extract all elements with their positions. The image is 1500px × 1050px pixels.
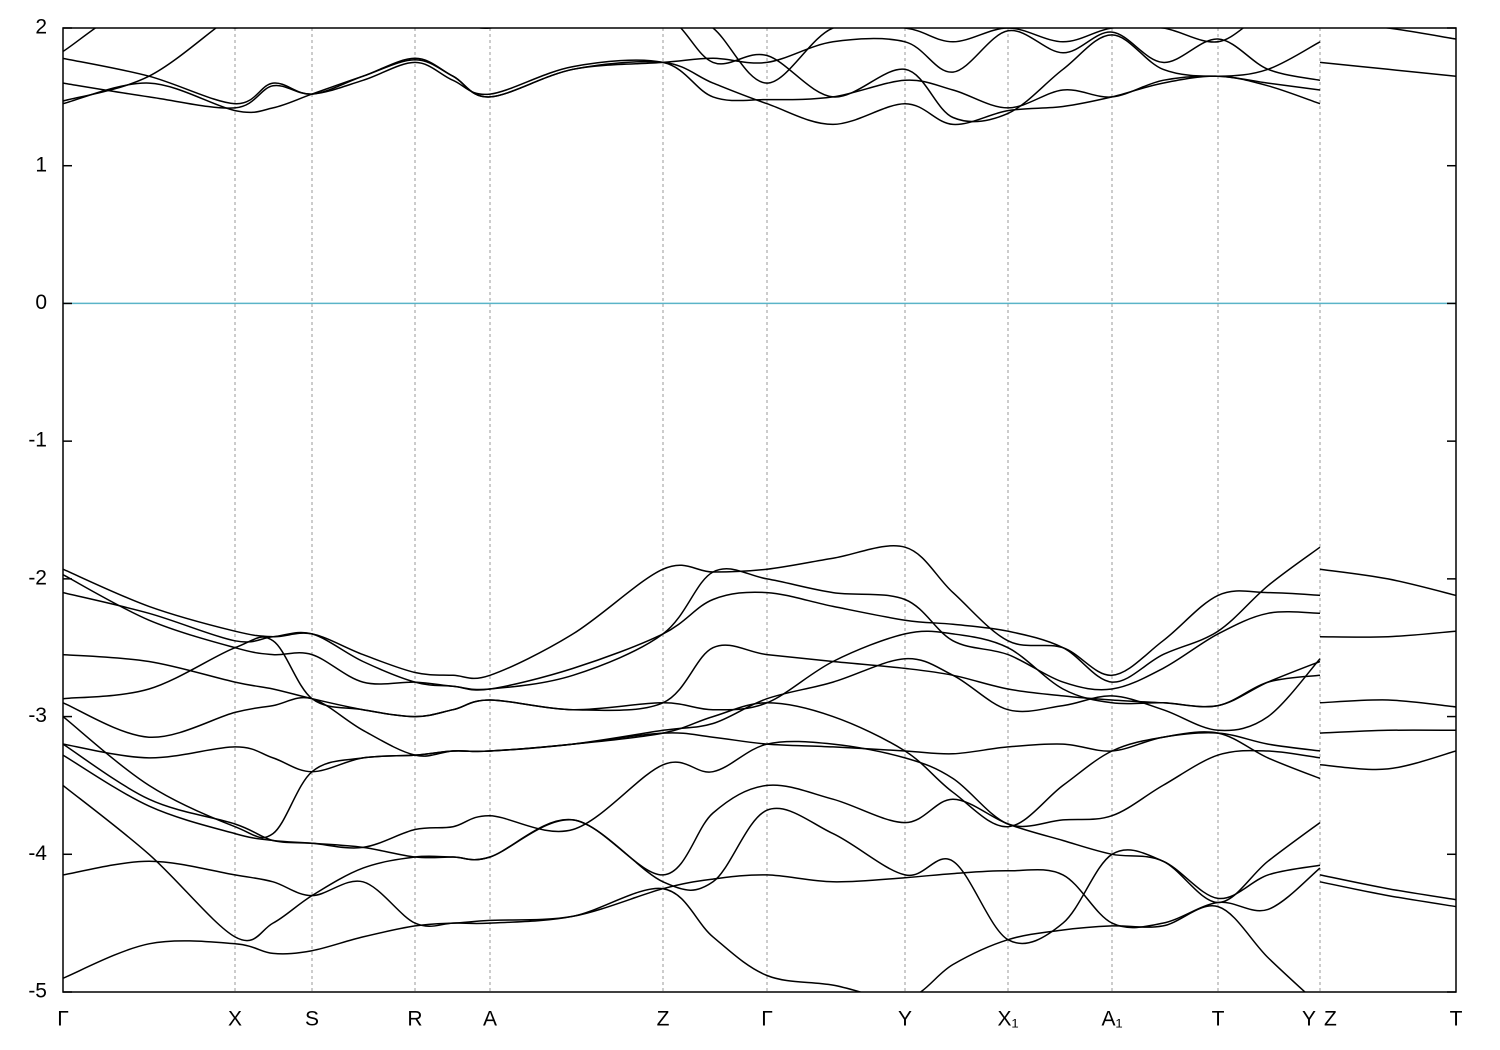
band-line — [63, 657, 1321, 757]
y-tick-label: 2 — [35, 16, 47, 39]
band-line — [63, 732, 1321, 773]
x-tick-label: T — [1212, 1008, 1225, 1031]
x-tick-label: Y — [898, 1008, 912, 1031]
band-line — [63, 28, 1321, 123]
x-tick-label: X₁ — [997, 1008, 1018, 1031]
x-tick-label: A₁ — [1101, 1008, 1122, 1031]
band-line — [63, 740, 1321, 849]
band-line — [63, 630, 1456, 771]
band-line — [63, 545, 1456, 680]
x-tick-label: Γ — [761, 1008, 773, 1031]
x-tick-label: Y — [1302, 1008, 1316, 1031]
y-tick-label: -3 — [28, 704, 47, 727]
band-line — [63, 58, 1456, 126]
x-tick-label: Γ — [57, 1008, 69, 1031]
x-tick-label: Z — [657, 1008, 670, 1031]
band-line — [63, 784, 1456, 945]
band-line — [63, 29, 1321, 105]
x-tick-label: R — [407, 1008, 422, 1031]
y-tick-label: -2 — [28, 566, 47, 589]
x-tick-label: S — [305, 1008, 319, 1031]
band-line — [63, 702, 1321, 839]
band-line — [63, 28, 1456, 109]
band-line — [63, 860, 1456, 929]
y-tick-label: 0 — [35, 291, 47, 314]
plot-area — [63, 28, 1456, 992]
plot-frame — [62, 27, 1457, 993]
band-line — [63, 546, 1456, 691]
x-tick-label: X — [228, 1008, 242, 1031]
y-tick-label: -5 — [28, 980, 47, 1003]
band-line — [63, 754, 1321, 904]
y-tick-label: -4 — [28, 842, 47, 865]
band-line — [63, 567, 1456, 708]
x-tick-label: A — [483, 1008, 497, 1031]
x-tick-label: T — [1450, 1008, 1463, 1031]
band-line — [63, 887, 1307, 992]
band-line — [63, 644, 1456, 734]
x-tick-label: Z — [1324, 1008, 1337, 1031]
y-tick-label: -1 — [28, 429, 47, 452]
y-tick-label: 1 — [35, 153, 47, 176]
